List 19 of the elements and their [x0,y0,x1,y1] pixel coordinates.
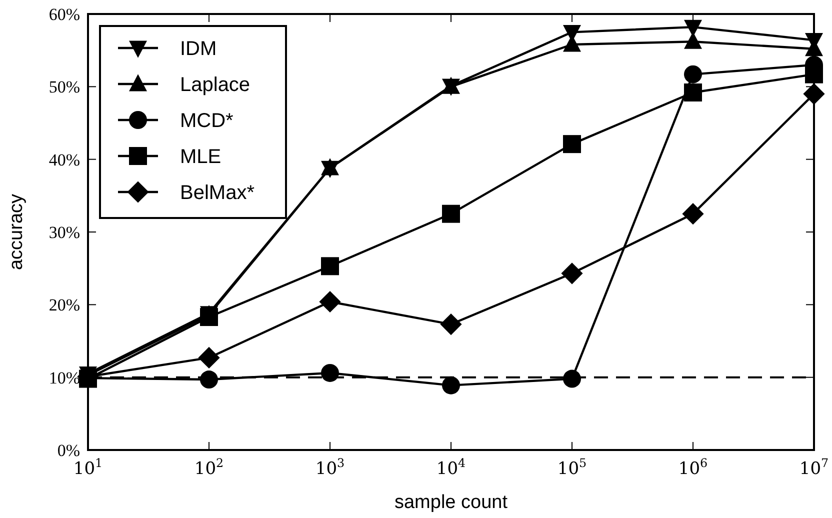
y-tick-label: 40% [48,150,80,170]
legend-label: MCD* [180,110,234,132]
x-tick-label: 10$^{7}$ [799,456,829,479]
y-tick-label: 30% [48,223,80,242]
x-tick-label: 10$^{5}$ [557,456,587,479]
x-tick-label: 10$^{4}$ [436,456,466,479]
x-tick-label: 10$^{2}$ [194,456,224,479]
legend-label: IDM [180,38,217,60]
legend-label: Laplace [180,74,250,96]
legend-label: BelMax* [180,182,255,204]
y-tick-label: 20% [48,296,80,315]
y-tick-label: 50% [48,78,80,97]
y-axis-title: accuracy [6,193,27,270]
legend-label: MLE [180,146,222,168]
x-tick-label: 10$^{6}$ [678,456,708,479]
x-axis-title: sample count [394,492,508,513]
x-tick-label: 10$^{3}$ [315,456,345,479]
y-tick-label: 10% [48,368,80,388]
y-tick-label: 60% [48,5,80,24]
